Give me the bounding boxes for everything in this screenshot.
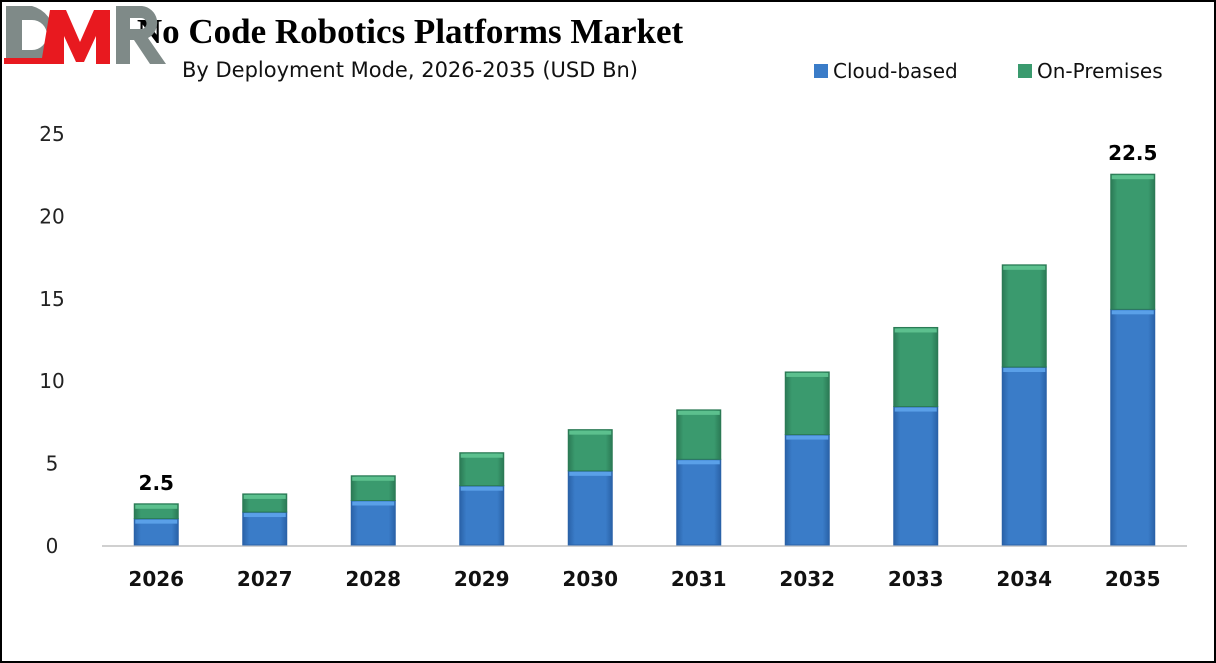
- bar-highlight: [460, 486, 503, 491]
- y-tick-label: 15: [39, 287, 64, 311]
- x-tick-label: 2032: [779, 567, 835, 591]
- bar-on-premises-2030: [567, 429, 613, 472]
- bar-cloud-based-2034: [1001, 366, 1047, 546]
- bar-highlight: [243, 494, 286, 499]
- bar-cloud-based-2030: [567, 470, 613, 546]
- bar-highlight: [352, 476, 395, 481]
- bar-highlight: [1003, 265, 1046, 270]
- bar-highlight: [894, 407, 937, 412]
- legend-label: On-Premises: [1037, 59, 1163, 83]
- bar-highlight: [460, 453, 503, 458]
- bar-on-premises-2035: [1110, 173, 1156, 310]
- x-tick-label: 2026: [128, 567, 184, 591]
- bar-highlight: [243, 513, 286, 518]
- x-tick-label: 2035: [1105, 567, 1161, 591]
- bar-on-premises-2032: [784, 371, 830, 436]
- bar-on-premises-2031: [676, 409, 722, 460]
- bar-highlight: [569, 471, 612, 476]
- bar-cloud-based-2027: [242, 511, 288, 546]
- chart-subtitle: By Deployment Mode, 2026-2035 (USD Bn): [182, 58, 638, 82]
- bar-highlight: [1111, 310, 1154, 315]
- bar-highlight: [569, 430, 612, 435]
- bar-cloud-based-2032: [784, 434, 830, 546]
- bar-on-premises-2034: [1001, 264, 1047, 368]
- x-tick-label: 2030: [562, 567, 618, 591]
- legend-label: Cloud-based: [833, 59, 958, 83]
- dmr-logo: [4, 6, 166, 64]
- bar-on-premises-2029: [459, 452, 505, 487]
- bar-highlight: [135, 519, 178, 524]
- x-tick-label: 2027: [237, 567, 293, 591]
- data-label: 22.5: [1108, 141, 1157, 165]
- bar-highlight: [1111, 175, 1154, 180]
- bar-highlight: [677, 460, 720, 465]
- legend-item-onprem: On-Premises: [1018, 59, 1163, 83]
- legend-item-cloud: Cloud-based: [814, 59, 958, 83]
- bar-cloud-based-2031: [676, 458, 722, 546]
- x-tick-label: 2029: [454, 567, 510, 591]
- bar-highlight: [1003, 368, 1046, 373]
- y-tick-label: 5: [46, 452, 59, 476]
- y-tick-label: 10: [39, 369, 64, 393]
- chart-title: No Code Robotics Platforms Market: [136, 12, 684, 51]
- x-tick-label: 2031: [671, 567, 727, 591]
- y-tick-label: 20: [39, 204, 64, 228]
- bar-cloud-based-2033: [893, 406, 939, 546]
- y-tick-label: 0: [46, 534, 59, 558]
- legend-swatch-onprem: [1018, 64, 1032, 78]
- bar-highlight: [677, 410, 720, 415]
- bar-cloud-based-2035: [1110, 308, 1156, 546]
- x-tick-label: 2033: [888, 567, 944, 591]
- y-tick-label: 25: [39, 122, 64, 146]
- bar-highlight: [352, 501, 395, 506]
- legend-swatch-cloud: [814, 64, 828, 78]
- bar-highlight: [894, 328, 937, 333]
- bar-cloud-based-2029: [459, 485, 505, 546]
- bar-highlight: [786, 372, 829, 377]
- bar-on-premises-2033: [893, 326, 939, 408]
- bar-cloud-based-2028: [350, 500, 396, 546]
- x-tick-label: 2028: [345, 567, 401, 591]
- bar-highlight: [786, 435, 829, 440]
- data-label: 2.5: [139, 471, 174, 495]
- x-tick-label: 2034: [996, 567, 1052, 591]
- bar-highlight: [135, 504, 178, 509]
